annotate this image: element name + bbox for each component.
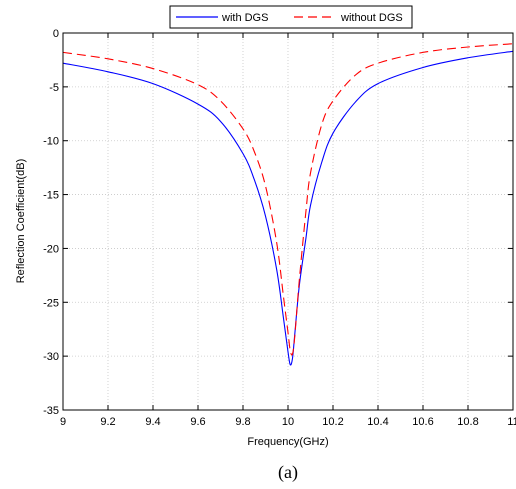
y-tick-label: 0 <box>53 28 59 40</box>
y-axis-title: Reflection Coefficient(dB) <box>15 159 27 284</box>
x-tick-label: 9.6 <box>190 416 205 428</box>
x-axis-title: Frequency(GHz) <box>247 436 328 448</box>
y-tick-label: -20 <box>43 243 59 255</box>
legend-label-with-dgs: with DGS <box>221 12 268 24</box>
plot-area <box>63 33 513 410</box>
x-tick-label: 9.2 <box>100 416 115 428</box>
legend: with DGS without DGS <box>169 5 413 29</box>
figure-caption: (a) <box>278 462 298 483</box>
y-tick-label: -15 <box>43 190 59 202</box>
y-tick-label: -5 <box>49 82 59 94</box>
y-tick-label: -35 <box>43 405 59 417</box>
x-tick-label: 11 <box>507 416 516 428</box>
x-tick-label: 10.6 <box>412 416 433 428</box>
legend-box <box>169 5 413 29</box>
legend-label-without-dgs: without DGS <box>340 12 403 24</box>
x-tick-label: 9 <box>60 416 66 428</box>
x-tick-label: 10.4 <box>367 416 388 428</box>
y-tick-label: -30 <box>43 351 59 363</box>
y-tick-label: -25 <box>43 297 59 309</box>
series-layer <box>62 43 514 366</box>
series-line-with-dgs <box>62 50 514 366</box>
ticks: 9 9.2 9.4 9.6 9.8 10 10.2 10.4 10.6 10.8 11 0 -5 -10 -… <box>43 28 516 428</box>
x-tick-label: 9.8 <box>235 416 250 428</box>
grid <box>63 33 513 410</box>
x-tick-label: 10 <box>282 416 294 428</box>
y-tick-label: -10 <box>43 136 59 148</box>
x-tick-label: 9.4 <box>145 416 160 428</box>
x-tick-label: 10.2 <box>322 416 343 428</box>
x-tick-label: 10.8 <box>457 416 478 428</box>
series-line-without-dgs <box>62 43 514 356</box>
